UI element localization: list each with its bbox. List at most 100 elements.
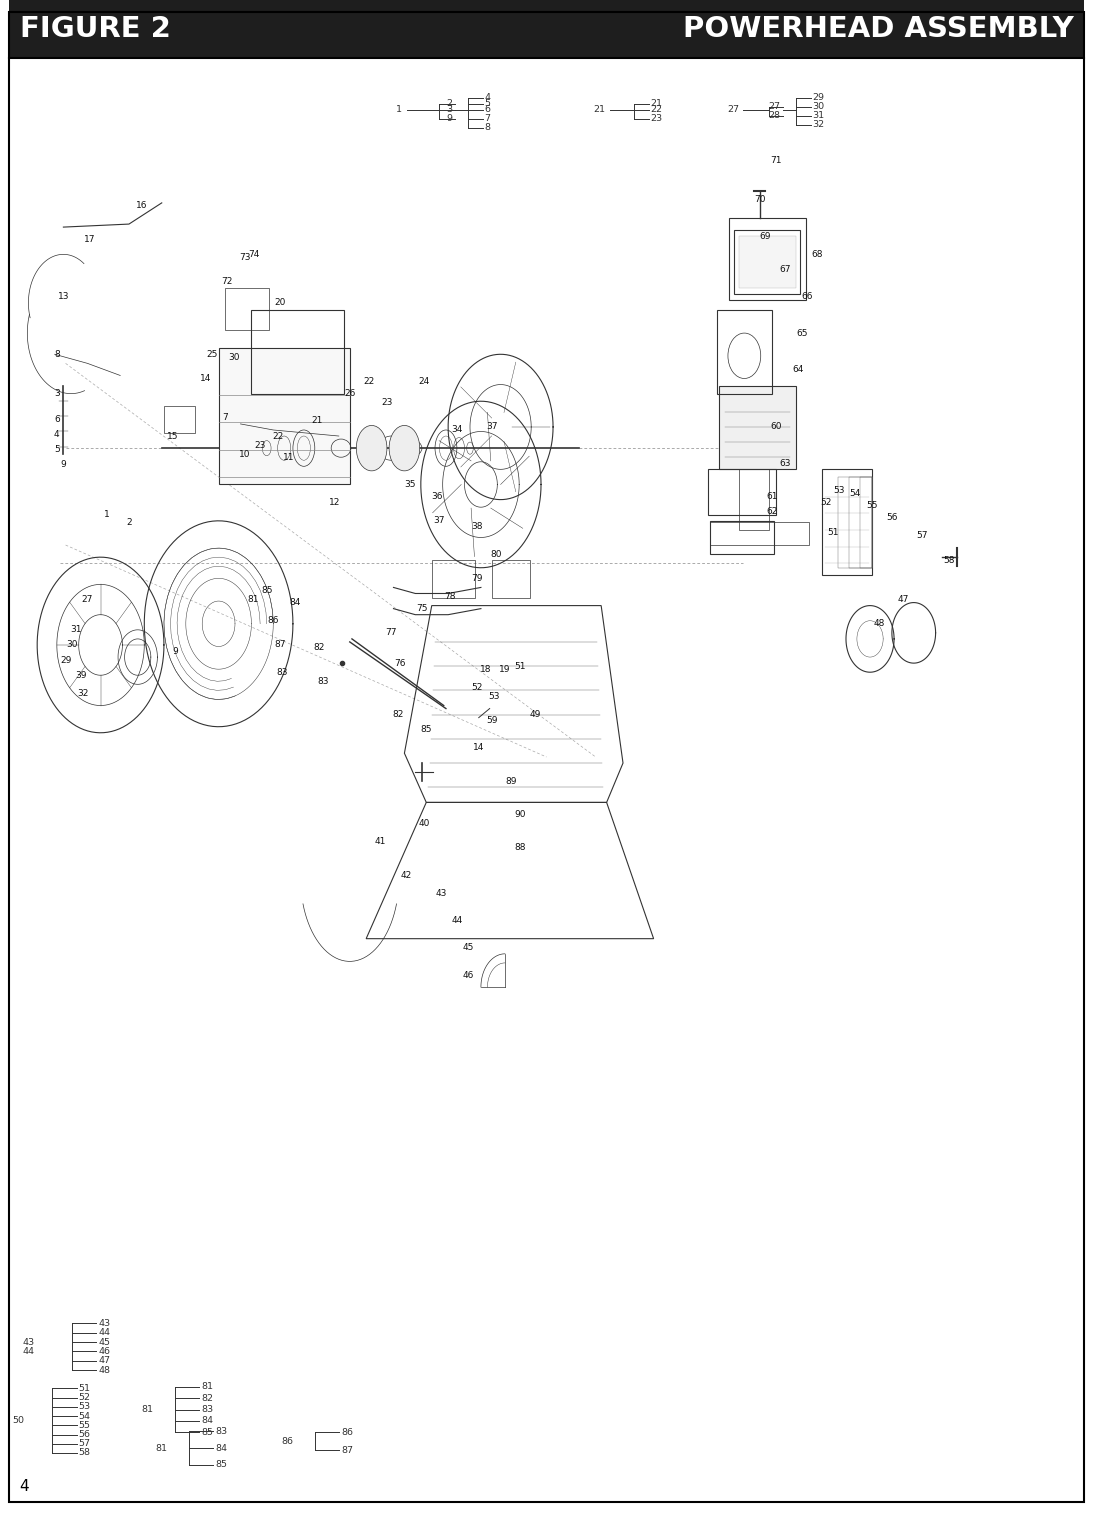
Text: 20: 20 — [274, 298, 285, 307]
Text: 85: 85 — [215, 1461, 227, 1469]
Text: 82: 82 — [201, 1394, 213, 1402]
Text: 24: 24 — [419, 377, 430, 386]
Text: 71: 71 — [771, 156, 781, 165]
Text: 29: 29 — [812, 94, 824, 101]
Text: 51: 51 — [79, 1384, 91, 1393]
Text: 30: 30 — [812, 103, 824, 111]
Text: 29: 29 — [60, 656, 71, 665]
Text: 53: 53 — [489, 692, 500, 701]
Text: 6: 6 — [54, 415, 60, 424]
Text: 56: 56 — [79, 1431, 91, 1438]
Bar — [739, 469, 769, 530]
Text: 60: 60 — [771, 422, 781, 431]
Text: 14: 14 — [200, 374, 211, 383]
Text: 48: 48 — [873, 619, 884, 628]
Text: 27: 27 — [727, 106, 739, 114]
Text: 12: 12 — [329, 498, 340, 507]
Text: 27: 27 — [82, 595, 93, 604]
Text: 8: 8 — [54, 350, 60, 359]
Bar — [717, 310, 772, 394]
Text: 7: 7 — [222, 413, 228, 422]
Text: 83: 83 — [201, 1405, 213, 1414]
Bar — [492, 560, 530, 598]
Text: 26: 26 — [344, 389, 355, 398]
Text: 58: 58 — [943, 556, 954, 565]
Text: 81: 81 — [141, 1405, 153, 1414]
Text: 49: 49 — [530, 710, 541, 719]
Text: 22: 22 — [650, 106, 662, 114]
Text: 30: 30 — [67, 640, 78, 650]
Text: 4: 4 — [54, 430, 60, 439]
Bar — [219, 348, 350, 484]
Text: 35: 35 — [404, 480, 415, 489]
Bar — [710, 521, 774, 554]
Text: 44: 44 — [98, 1328, 110, 1337]
Text: 85: 85 — [421, 725, 432, 734]
Text: 75: 75 — [416, 604, 427, 613]
Bar — [739, 236, 796, 288]
Bar — [164, 406, 195, 433]
Text: 80: 80 — [491, 550, 502, 559]
Text: 68: 68 — [812, 250, 823, 259]
Text: 7: 7 — [484, 115, 490, 123]
Text: 72: 72 — [222, 277, 233, 286]
Text: 53: 53 — [834, 486, 845, 495]
Text: 36: 36 — [432, 492, 443, 501]
Text: 86: 86 — [281, 1437, 293, 1446]
Text: 56: 56 — [886, 513, 897, 522]
Text: 83: 83 — [277, 668, 287, 677]
Bar — [849, 477, 872, 568]
Bar — [729, 218, 806, 300]
Text: 6: 6 — [484, 106, 490, 114]
Text: 43: 43 — [98, 1319, 110, 1328]
Text: POWERHEAD ASSEMBLY: POWERHEAD ASSEMBLY — [682, 15, 1073, 42]
Text: 84: 84 — [215, 1444, 227, 1452]
Text: 52: 52 — [79, 1393, 91, 1402]
Text: 31: 31 — [812, 112, 824, 120]
Text: 17: 17 — [84, 235, 95, 244]
Text: 55: 55 — [79, 1420, 91, 1429]
Text: 25: 25 — [207, 350, 218, 359]
Bar — [225, 288, 269, 330]
Text: 1: 1 — [397, 106, 402, 114]
Text: 16: 16 — [137, 201, 148, 210]
Text: 84: 84 — [290, 598, 301, 607]
Text: 22: 22 — [272, 431, 283, 441]
Text: 9: 9 — [172, 646, 178, 656]
Text: 32: 32 — [812, 121, 824, 129]
Text: 18: 18 — [480, 665, 491, 674]
Text: 83: 83 — [215, 1428, 227, 1435]
Text: 43: 43 — [23, 1337, 35, 1346]
Bar — [734, 230, 800, 294]
Text: 44: 44 — [451, 916, 462, 925]
Text: 19: 19 — [500, 665, 510, 674]
Text: 9: 9 — [447, 115, 453, 123]
Text: 52: 52 — [471, 683, 482, 692]
Text: 83: 83 — [318, 677, 329, 686]
Text: 45: 45 — [462, 943, 473, 952]
Text: 5: 5 — [54, 445, 60, 454]
Text: 11: 11 — [283, 453, 294, 462]
Text: 87: 87 — [274, 640, 285, 650]
Text: 65: 65 — [797, 329, 808, 338]
Ellipse shape — [356, 425, 387, 471]
Text: 40: 40 — [419, 819, 430, 828]
Text: 85: 85 — [201, 1428, 213, 1437]
Text: 8: 8 — [484, 124, 490, 132]
Text: 88: 88 — [515, 843, 526, 852]
Text: 15: 15 — [167, 431, 178, 441]
Text: 90: 90 — [515, 810, 526, 819]
Text: 37: 37 — [486, 422, 497, 431]
Text: 79: 79 — [471, 574, 482, 583]
Text: 53: 53 — [79, 1402, 91, 1411]
Text: 2: 2 — [447, 100, 453, 107]
Text: 23: 23 — [650, 115, 662, 123]
Text: 66: 66 — [801, 292, 812, 301]
Bar — [719, 386, 796, 469]
Text: 38: 38 — [471, 522, 482, 531]
Text: 23: 23 — [381, 398, 392, 407]
Text: 58: 58 — [79, 1449, 91, 1458]
Text: 42: 42 — [401, 871, 412, 880]
Bar — [860, 477, 872, 568]
Text: 54: 54 — [79, 1411, 91, 1420]
